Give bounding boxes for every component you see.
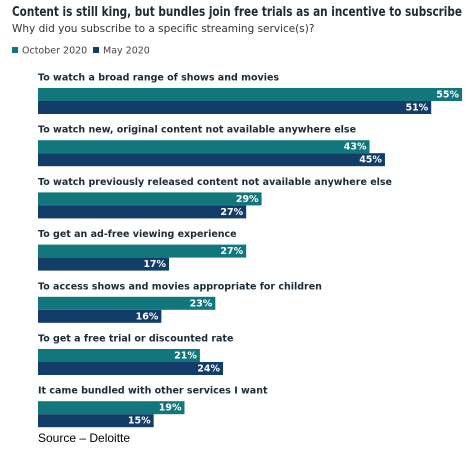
value-label: 29%	[236, 194, 259, 205]
category-label: To watch previously released content not…	[38, 177, 392, 188]
bar	[38, 205, 247, 219]
value-label: 45%	[359, 155, 382, 166]
legend-label: May 2020	[103, 46, 150, 57]
value-label: 16%	[136, 311, 159, 322]
bar	[38, 101, 432, 114]
bar	[38, 192, 262, 206]
bar	[38, 153, 385, 167]
value-label: 24%	[197, 364, 220, 375]
value-label: 15%	[128, 416, 151, 427]
source-note: Source – Deloitte	[38, 431, 130, 445]
category-label: To watch a broad range of shows and movi…	[38, 73, 279, 84]
legend-swatch	[93, 47, 99, 53]
category-label: To access shows and movies appropriate f…	[38, 281, 322, 292]
bar	[38, 88, 463, 101]
bar	[38, 257, 170, 271]
value-label: 51%	[405, 103, 428, 114]
bar	[38, 362, 224, 375]
value-label: 23%	[190, 298, 213, 309]
bar	[38, 244, 247, 258]
value-label: 19%	[159, 403, 182, 414]
bar	[38, 414, 154, 428]
value-label: 21%	[174, 351, 197, 362]
chart-subtitle: Why did you subscribe to a specific stre…	[12, 23, 314, 35]
value-label: 55%	[436, 90, 459, 101]
value-label: 43%	[344, 142, 367, 153]
category-label: To watch new, original content not avail…	[38, 125, 356, 136]
legend-swatch	[12, 47, 18, 53]
bar	[38, 296, 216, 310]
bar	[38, 140, 370, 154]
value-label: 27%	[220, 246, 243, 257]
legend-label: October 2020	[22, 46, 87, 57]
category-label: To get an ad-free viewing experience	[38, 229, 237, 240]
category-label: It came bundled with other services I wa…	[38, 386, 268, 397]
chart-title: Content is still king, but bundles join …	[12, 4, 462, 20]
category-label: To get a free trial or discounted rate	[38, 334, 233, 345]
value-label: 27%	[220, 207, 243, 218]
value-label: 17%	[143, 259, 166, 270]
bar	[38, 349, 200, 362]
bar	[38, 401, 185, 415]
bar	[38, 309, 162, 323]
